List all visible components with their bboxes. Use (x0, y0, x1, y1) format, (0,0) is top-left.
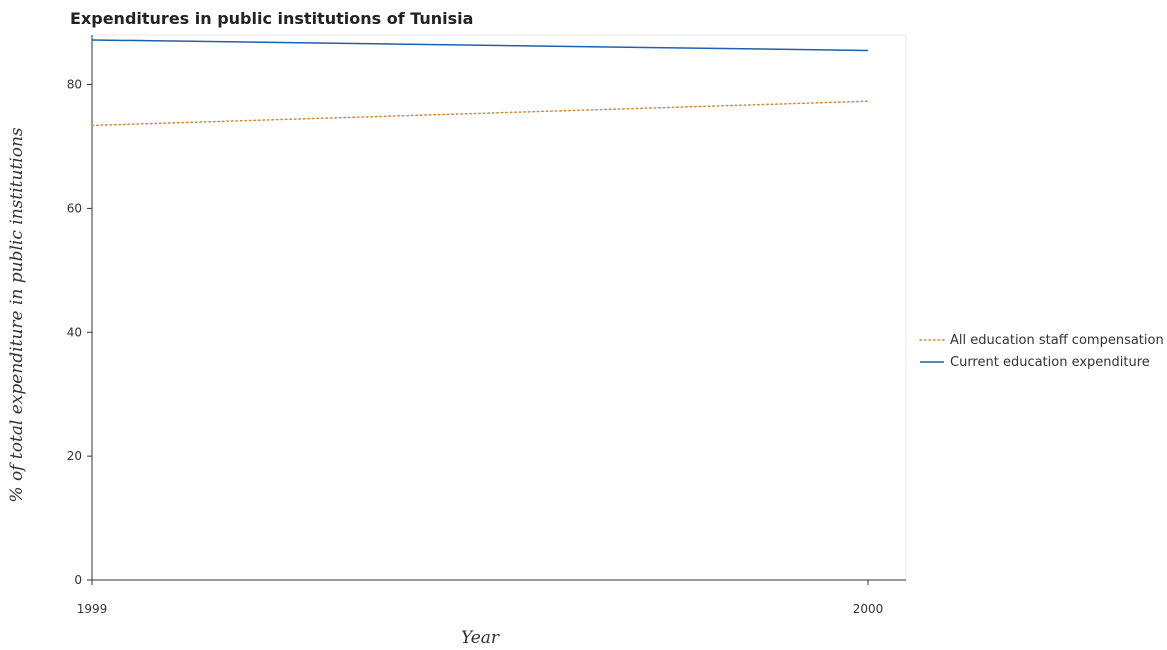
series-layer (91, 39, 869, 127)
legend-label-2: Current education expenditure (950, 355, 1150, 370)
y-tick-label: 0 (74, 573, 82, 587)
series-line-1 (91, 100, 869, 127)
series-line-2 (91, 39, 869, 52)
y-tick-label: 80 (67, 78, 82, 92)
legend: All education staff compensation Current … (919, 333, 1164, 370)
y-tick-label: 40 (67, 325, 82, 339)
chart-title: Expenditures in public institutions of T… (70, 9, 473, 28)
x-tick-label: 1999 (77, 602, 108, 616)
plot-area (91, 34, 907, 581)
x-tick-label: 2000 (853, 602, 884, 616)
legend-label-1: All education staff compensation (950, 333, 1164, 348)
y-axis-label: % of total expenditure in public institu… (7, 127, 27, 503)
y-ticks: 0 20 40 60 80 (67, 78, 92, 587)
y-tick-label: 20 (67, 449, 82, 463)
x-axis-label: Year (461, 628, 500, 648)
y-tick-label: 60 (67, 201, 82, 215)
x-ticks: 1999 2000 (77, 580, 884, 616)
